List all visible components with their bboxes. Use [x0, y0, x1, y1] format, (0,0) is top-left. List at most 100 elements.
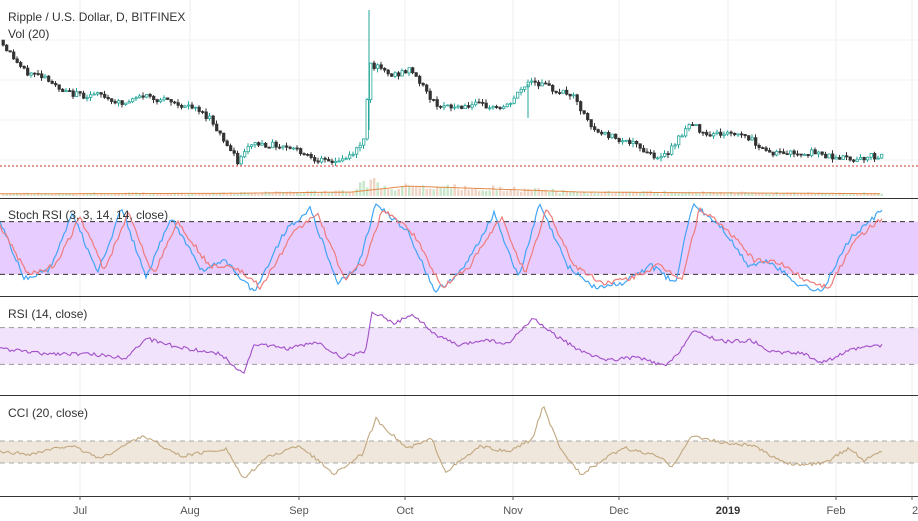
candle-body: [40, 73, 44, 79]
candle-body: [722, 133, 726, 136]
volume-bar: [191, 193, 194, 196]
candle-body: [502, 106, 506, 109]
volume-bar: [625, 192, 628, 196]
candle-body: [134, 97, 138, 100]
volume-bar: [541, 190, 544, 196]
volume-bar: [401, 186, 404, 196]
candle-body: [708, 134, 712, 137]
candle-body: [750, 137, 754, 141]
volume-bar: [803, 193, 806, 196]
volume-bar: [534, 188, 537, 196]
volume-bar: [79, 194, 82, 196]
volume-bar: [187, 193, 190, 196]
x-tick-label-3: Oct: [396, 505, 413, 517]
candle-body: [470, 104, 474, 108]
candle-body: [29, 72, 33, 76]
candle-body: [204, 111, 208, 120]
candle-body: [306, 153, 310, 156]
volume-bar: [716, 192, 719, 196]
volume-bar: [537, 188, 540, 196]
volume-bar: [747, 193, 750, 196]
volume-bar: [149, 194, 152, 196]
candle-body: [446, 104, 450, 107]
volume-bar: [467, 189, 470, 196]
volume-bar: [299, 193, 302, 196]
candle-body: [803, 153, 807, 156]
candle-body: [701, 131, 705, 134]
volume-bar: [72, 193, 75, 196]
candle-body: [495, 106, 499, 108]
volume-bar: [394, 190, 397, 196]
volume-bar: [779, 194, 782, 196]
candle-body: [57, 84, 61, 90]
volume-bar: [642, 191, 645, 196]
volume-bar: [233, 193, 236, 196]
candle-body: [810, 149, 814, 157]
volume-bar: [593, 193, 596, 196]
candle-body: [278, 146, 282, 149]
volume-bar: [565, 191, 568, 196]
volume-bar: [674, 192, 677, 196]
volume-bar: [278, 191, 281, 196]
candle-body: [246, 146, 250, 153]
pane-separators: [0, 198, 918, 497]
candle-body: [852, 159, 856, 162]
stoch-band-fill: [0, 221, 918, 275]
volume-bar: [824, 193, 827, 196]
volume-bar: [341, 190, 344, 196]
volume-bar: [838, 192, 841, 196]
volume-bar: [114, 193, 117, 196]
candle-body: [379, 64, 383, 69]
candle-body: [344, 157, 348, 160]
candles: [0, 10, 918, 167]
volume-bar: [478, 190, 481, 196]
candle-body: [327, 158, 331, 162]
volume-bar: [359, 182, 362, 196]
candle-body: [568, 93, 572, 97]
volume-bar: [180, 193, 183, 196]
volume-bar: [793, 192, 796, 196]
candle-body: [323, 157, 327, 160]
volume-bar: [282, 192, 285, 196]
candle-body: [530, 80, 534, 83]
candle-body: [281, 145, 285, 148]
candle-body: [386, 69, 390, 75]
volume-bar: [719, 191, 722, 196]
volume-bar: [243, 192, 246, 196]
candle-body: [222, 132, 226, 142]
volume-bar: [495, 190, 498, 196]
candle-body: [799, 153, 803, 156]
volume-bar: [240, 192, 243, 196]
candle-body: [743, 134, 747, 137]
candle-body: [43, 75, 47, 79]
volume-bar: [23, 192, 26, 196]
cci-line: [0, 405, 883, 479]
volume-bar: [58, 193, 61, 196]
volume-bar: [271, 193, 274, 196]
candle-body: [663, 153, 667, 157]
volume-bar: [313, 190, 316, 196]
volume-bar: [457, 189, 460, 196]
volume-bar: [870, 193, 873, 196]
candle-body: [33, 72, 37, 75]
candle-body: [740, 133, 744, 136]
volume-bar: [229, 192, 232, 196]
x-axis: Jul Aug Sep Oct Nov Dec 2019 Feb 23: [73, 496, 918, 517]
candle-body: [110, 98, 114, 102]
candle-body: [148, 94, 152, 97]
volume-bar: [761, 193, 764, 196]
candle-body: [250, 144, 254, 147]
candle-body: [782, 151, 786, 155]
candle-body: [712, 133, 716, 137]
volume-bar: [600, 193, 603, 196]
volume-bar: [810, 192, 813, 196]
candle-body: [523, 86, 527, 90]
candle-body: [813, 149, 817, 155]
candle-body: [145, 94, 149, 98]
candle-body: [162, 97, 166, 101]
candle-body: [449, 104, 453, 109]
volume-bar: [516, 191, 519, 196]
volume-bar: [289, 191, 292, 196]
volume-bar: [807, 192, 810, 196]
